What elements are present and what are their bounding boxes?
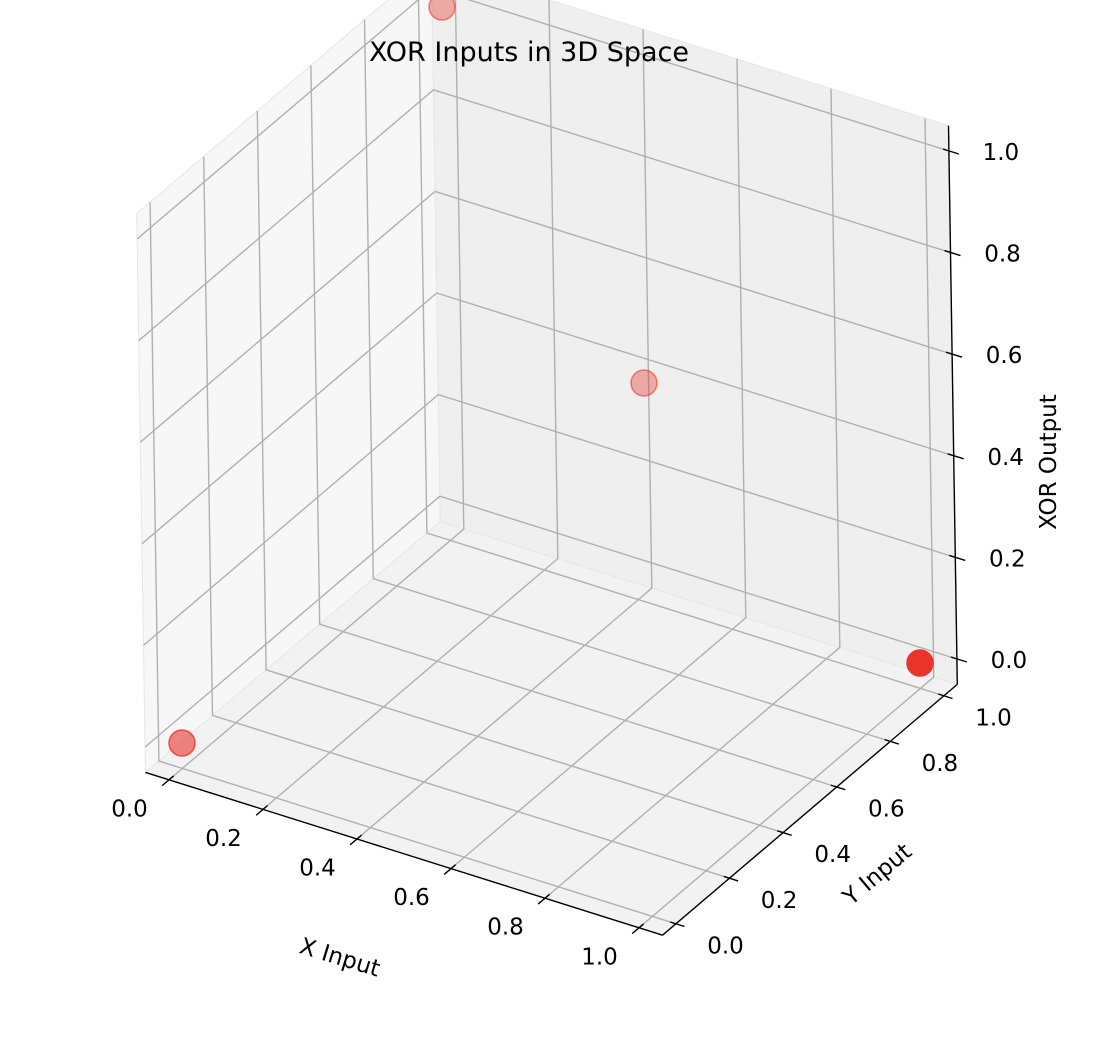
panes [136,0,959,936]
x-gridline-0 [168,0,465,781]
y-tick-1 [723,875,739,882]
z-tick-label-2: 0.4 [987,445,1024,471]
y-tick-5 [937,693,953,700]
x-tick-2 [349,834,363,846]
x-tick-label-0: 0.0 [111,796,148,822]
z-axis-line [947,125,958,685]
data-point-1 [428,0,456,21]
z-tick-0 [950,656,968,663]
axes: 0.0 0.0 0.0 0.2 0.2 0.2 0.4 0.4 0.4 0.6 0.6 0.6 0.8 0… [111,125,1028,970]
x-gridline-3 [450,58,747,870]
data-point-3 [906,649,934,677]
y-tick-2 [777,830,792,836]
y-axis-line [662,683,958,936]
z-gridline-5 [136,0,950,240]
y-tick-label-1: 0.2 [761,888,798,914]
z-tick-label-4: 0.8 [984,242,1021,268]
z-gridline-3 [139,190,953,443]
z-tick-1 [949,554,966,562]
y-gridline-0 [149,202,677,925]
x-gridline-4 [544,88,841,899]
y-tick-label-3: 0.6 [868,797,905,823]
x-tick-4 [537,893,551,905]
data-point-2 [630,369,658,397]
z-tick-5 [942,148,960,155]
z-tick-label-0: 0.0 [991,648,1028,674]
x-tick-0 [161,775,175,787]
x-gridline-5 [638,118,935,929]
y-tick-label-5: 1.0 [975,705,1012,731]
z-gridline-4 [138,89,951,342]
x-axis-label: X Input [296,933,383,982]
y-tick-3 [830,784,846,791]
y-tick-label-0: 0.0 [707,933,744,959]
gridlines [136,0,958,929]
y-gridline-1 [203,156,730,879]
y-gridline-3 [310,65,837,788]
y-gridline-4 [363,19,891,743]
z-tick-label-5: 1.0 [983,140,1020,166]
x-tick-5 [631,923,645,935]
z-tick-4 [944,249,961,257]
z-axis-label: XOR Output [1036,394,1062,530]
y-tick-label-2: 0.4 [814,842,851,868]
z-gridline-1 [143,393,956,646]
z-gridline-0 [144,495,958,748]
x-tick-label-1: 0.2 [205,826,242,852]
x-tick-label-2: 0.4 [299,856,336,882]
y-tick-0 [669,921,685,928]
z-tick-2 [947,453,964,460]
x-axis-line [145,771,663,936]
y-tick-4 [884,738,900,745]
chart-title: XOR Inputs in 3D Space [369,37,689,68]
y-tick-label-4: 0.8 [922,751,959,777]
x-tick-label-3: 0.6 [393,885,430,911]
z-tick-label-1: 0.2 [989,546,1026,572]
y-gridline-5 [417,0,945,697]
x-gridline-2 [356,29,653,840]
z-gridline-2 [141,292,954,545]
x-tick-label-4: 0.8 [487,915,524,941]
z-tick-3 [945,351,963,358]
data-point-0 [168,729,196,757]
y-gridline-2 [256,110,784,834]
left-pane [136,0,441,774]
points [168,0,934,757]
z-tick-label-3: 0.6 [986,343,1023,369]
x-tick-3 [443,864,457,875]
x-tick-1 [255,804,269,816]
x-tick-label-5: 1.0 [581,944,618,970]
x-gridline-1 [262,0,559,810]
